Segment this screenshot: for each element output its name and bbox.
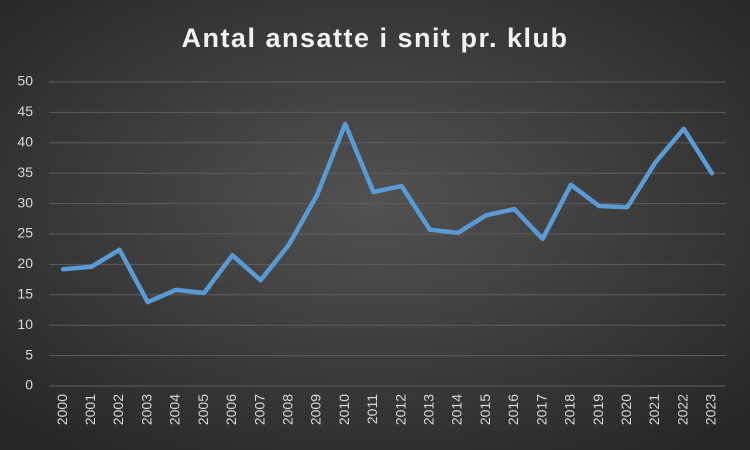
x-tick-label: 2016 [505,394,521,425]
y-tick-label: 0 [25,377,33,393]
x-tick-label: 2013 [421,394,437,425]
x-tick-label: 2005 [195,394,211,425]
x-tick-label: 2007 [251,394,267,425]
x-tick-label: 2012 [392,394,408,425]
x-tick-label: 2008 [279,394,295,425]
x-tick-label: 2018 [562,394,578,425]
x-tick-label: 2006 [223,394,239,425]
x-tick-label: 2015 [477,394,493,425]
x-tick-label: 2020 [618,394,634,425]
y-tick-label: 10 [17,316,33,332]
x-tick-label: 2022 [674,394,690,425]
x-tick-label: 2017 [533,394,549,425]
y-tick-label: 35 [17,164,33,180]
y-tick-label: 15 [17,286,33,302]
data-line [60,121,715,305]
x-tick-label: 2019 [590,394,606,425]
x-tick-label: 2004 [167,394,183,425]
x-tick-label: 2014 [449,394,465,425]
x-tick-label: 2021 [646,394,662,425]
x-tick-label: 2023 [703,394,719,425]
y-tick-label: 5 [25,346,33,362]
y-tick-label: 40 [17,134,33,150]
y-tick-label: 25 [17,225,33,241]
y-tick-label: 20 [17,255,33,271]
x-tick-label: 2000 [54,394,70,425]
x-tick-label: 2010 [336,394,352,425]
y-tick-label: 30 [17,194,33,210]
x-tick-label: 2002 [110,394,126,425]
x-tick-label: 2009 [308,394,324,425]
y-tick-label: 50 [17,73,33,89]
chart-title: Antal ansatte i snit pr. klub [181,23,568,53]
x-tick-label: 2001 [82,394,98,425]
y-tick-label: 45 [17,103,33,119]
x-tick-label: 2003 [138,394,154,425]
x-tick-label: 2011 [364,394,380,424]
